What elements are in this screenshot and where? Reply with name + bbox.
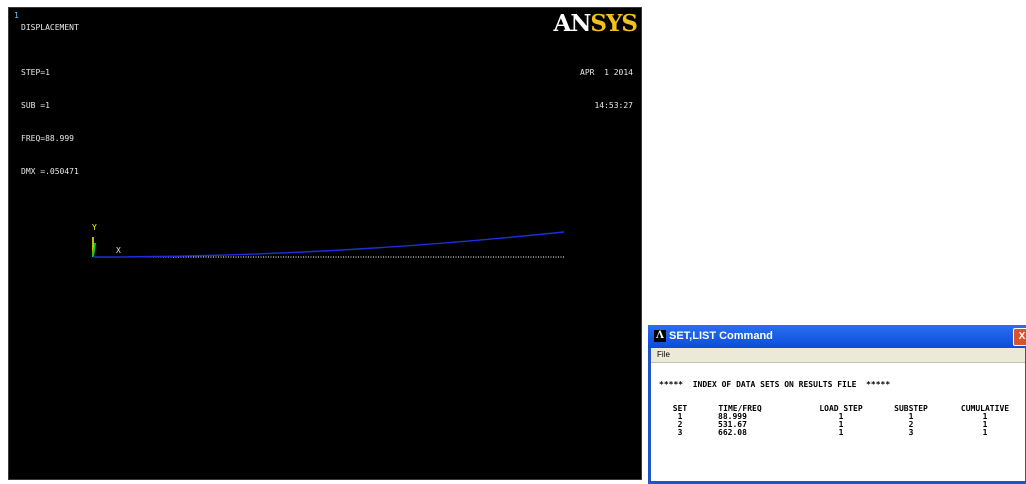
col-substep: SUBSTEP — [894, 404, 928, 413]
col-set: SET — [672, 404, 688, 413]
window-number: 1 — [14, 11, 19, 20]
table-cell: 1 — [838, 428, 844, 437]
table-cell: 3 — [908, 428, 914, 437]
table-cell: 1 — [838, 412, 844, 421]
dialog-titlebar[interactable]: Λ SET,LIST Command X — [648, 325, 1026, 348]
deformed-shape — [92, 231, 565, 258]
z-axis-line — [92, 242, 96, 258]
table-cell: 1 — [982, 412, 988, 421]
table-cell: 1 — [677, 412, 683, 421]
table-cell: 2 — [677, 420, 683, 429]
col-cumulative: CUMULATIVE — [960, 404, 1010, 413]
menu-bar: File — [651, 348, 1025, 363]
dialog-title: SET,LIST Command — [669, 330, 773, 342]
table-cell: 531.67 — [718, 420, 747, 429]
table-cell: 662.08 — [718, 428, 747, 437]
index-heading: ***** INDEX OF DATA SETS ON RESULTS FILE… — [659, 380, 891, 389]
table-cell: 2 — [908, 420, 914, 429]
date-time: APR 1 2014 14:53:27 — [580, 45, 633, 133]
menu-file[interactable]: File — [657, 350, 670, 359]
x-axis-label: X — [116, 246, 121, 255]
close-button[interactable]: X — [1013, 328, 1026, 346]
y-axis-label: Y — [92, 223, 97, 232]
table-cell: 3 — [677, 428, 683, 437]
date-text: APR 1 2014 — [580, 68, 633, 77]
freq-line: FREQ=88.999 — [21, 134, 74, 143]
graphics-viewport[interactable]: 1 DISPLACEMENT STEP=1 SUB =1 FREQ=88.999… — [8, 7, 642, 480]
ansys-logo: ANSYS — [553, 10, 638, 37]
table-cell: 1 — [908, 412, 914, 421]
ansys-icon: Λ — [654, 330, 666, 342]
step-line: STEP=1 — [21, 68, 50, 77]
table-cell: 88.999 — [718, 412, 747, 421]
step-info: STEP=1 SUB =1 FREQ=88.999 DMX =.050471 — [21, 45, 79, 199]
dmx-line: DMX =.050471 — [21, 167, 79, 176]
result-title: DISPLACEMENT — [21, 23, 79, 32]
table-cell: 1 — [838, 420, 844, 429]
table-cell: 1 — [982, 420, 988, 429]
list-output: ***** INDEX OF DATA SETS ON RESULTS FILE… — [651, 363, 1025, 481]
model-display — [92, 231, 565, 258]
time-text: 14:53:27 — [594, 101, 633, 110]
substep-line: SUB =1 — [21, 101, 50, 110]
table-cell: 1 — [982, 428, 988, 437]
col-timefreq: TIME/FREQ — [718, 404, 762, 413]
col-loadstep: LOAD STEP — [819, 404, 863, 413]
setlist-dialog: Λ SET,LIST Command X File ***** INDEX OF… — [648, 325, 1026, 484]
